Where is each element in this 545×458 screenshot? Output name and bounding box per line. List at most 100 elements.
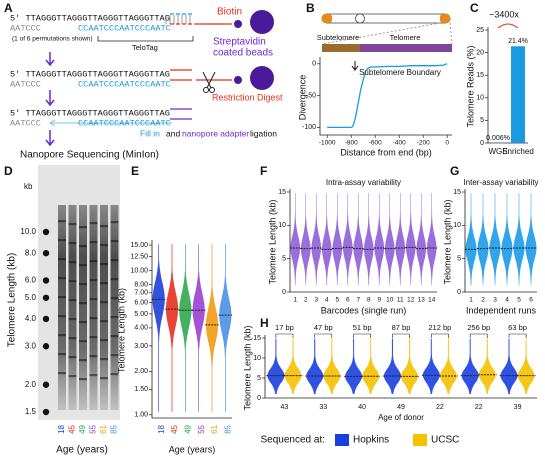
value-label: 0.006% (486, 135, 510, 142)
gel-band (79, 264, 87, 267)
y-tick-label: 15 (476, 72, 484, 79)
x-tick-label: 43 (281, 404, 289, 411)
panel-label: B (306, 1, 315, 15)
y-tick-label: 5 (480, 117, 484, 124)
violin (422, 338, 440, 394)
lane-label: 45 (68, 424, 77, 433)
x-tick-label: 10 (386, 297, 394, 304)
bracket (431, 333, 449, 338)
gel-band (58, 372, 66, 375)
lane-label: 55 (89, 424, 98, 433)
annotation: 63 bp (508, 323, 527, 332)
x-tick-label: 5 (517, 297, 521, 304)
gel-band (68, 261, 77, 264)
violin (501, 193, 513, 286)
gel-band (68, 337, 77, 340)
x-tick-label: 55 (197, 424, 206, 433)
region-label: Subtelomere (317, 33, 360, 42)
x-tick-label: Enriched (502, 147, 534, 156)
bracket (497, 23, 519, 29)
chart-title: Inter-assay variability (463, 178, 538, 187)
ladder-band (42, 294, 50, 301)
chromosome (321, 13, 453, 71)
ladder-band (42, 249, 50, 257)
violin (465, 193, 477, 286)
gel-tick-label: 8.0 (25, 248, 37, 257)
x-tick-label: 0 (445, 140, 449, 147)
x-tick-label: 2 (304, 297, 308, 304)
gel-band (68, 280, 77, 283)
violin (363, 193, 374, 286)
gel-band (110, 240, 119, 243)
gel-band (100, 358, 108, 361)
x-tick-label: 13 (418, 297, 426, 304)
violin (416, 193, 427, 286)
panel-label: E (131, 164, 139, 178)
x-axis-label: Independent runs (466, 305, 537, 315)
y-tick-label: 5 (457, 256, 461, 263)
x-tick-label: -800 (345, 140, 358, 147)
y-axis-label: Telomere Length (kb) (242, 325, 252, 410)
y-tick-label: 5 (282, 256, 286, 263)
gel-band (79, 245, 87, 248)
gel-band (110, 354, 119, 357)
annotation: ~3400x (489, 9, 519, 19)
y-tick-label: 4.00 (134, 325, 148, 332)
ladder-band (42, 277, 50, 284)
y-tick-label: 0 (312, 61, 316, 68)
annotation: 87 bp (392, 323, 411, 332)
violin (192, 244, 205, 412)
violin (525, 193, 537, 286)
violin (401, 338, 419, 394)
x-tick-label: 40 (358, 404, 366, 411)
biotin: Biotin (217, 7, 242, 18)
legend-label: UCSC (431, 435, 459, 446)
y-tick-label: 15 (278, 189, 286, 196)
violin (311, 193, 322, 286)
and: and (166, 128, 180, 138)
gel-lane (79, 205, 87, 410)
gel-band (110, 335, 119, 338)
x-tick-label: -400 (393, 140, 406, 147)
violin (323, 338, 341, 394)
violin (439, 338, 457, 394)
annotation: 212 bp (428, 323, 451, 332)
x-tick-label: 14 (428, 297, 436, 304)
violin (383, 338, 401, 394)
fork (165, 13, 232, 25)
x-tick-label: 4 (325, 297, 329, 304)
y-tick-label: 15.00 (130, 242, 148, 249)
violin (284, 338, 302, 394)
panel-label: D (4, 164, 13, 178)
gel-band (100, 339, 108, 342)
ladder-band (42, 381, 50, 388)
lane-label: 85 (110, 424, 119, 433)
y-tick-label: 10 (476, 95, 484, 102)
y-tick-label: 0 (457, 289, 461, 296)
gel-tick-label: 2.0 (25, 380, 37, 389)
y-tick-label: 10 (453, 222, 461, 229)
digest-label: Restriction Digest (212, 92, 283, 102)
gel-band (58, 258, 66, 261)
x-tick-label: 45 (170, 424, 179, 433)
y-tick-label: 0 (282, 289, 286, 296)
gel-band (79, 378, 87, 381)
gel-lane (89, 205, 98, 410)
y-tick-label: 15 (253, 335, 261, 342)
x-tick-label: 1 (469, 297, 473, 304)
y-tick-label: 12.50 (130, 253, 148, 260)
x-tick-label: WGS (488, 147, 507, 156)
line (327, 63, 448, 129)
y-axis-label: Telomere Length (kb) (116, 288, 126, 373)
violin (374, 193, 385, 286)
violin (500, 338, 518, 394)
ladder-band (42, 408, 50, 416)
gel-band (89, 260, 98, 263)
panel-label: A (4, 1, 13, 15)
arrow (45, 90, 55, 107)
violin (342, 193, 353, 286)
x-tick-label: 5 (335, 297, 339, 304)
x-tick-label: 33 (319, 404, 327, 411)
gel-band (100, 301, 108, 304)
x-tick-label: 85 (223, 424, 232, 433)
